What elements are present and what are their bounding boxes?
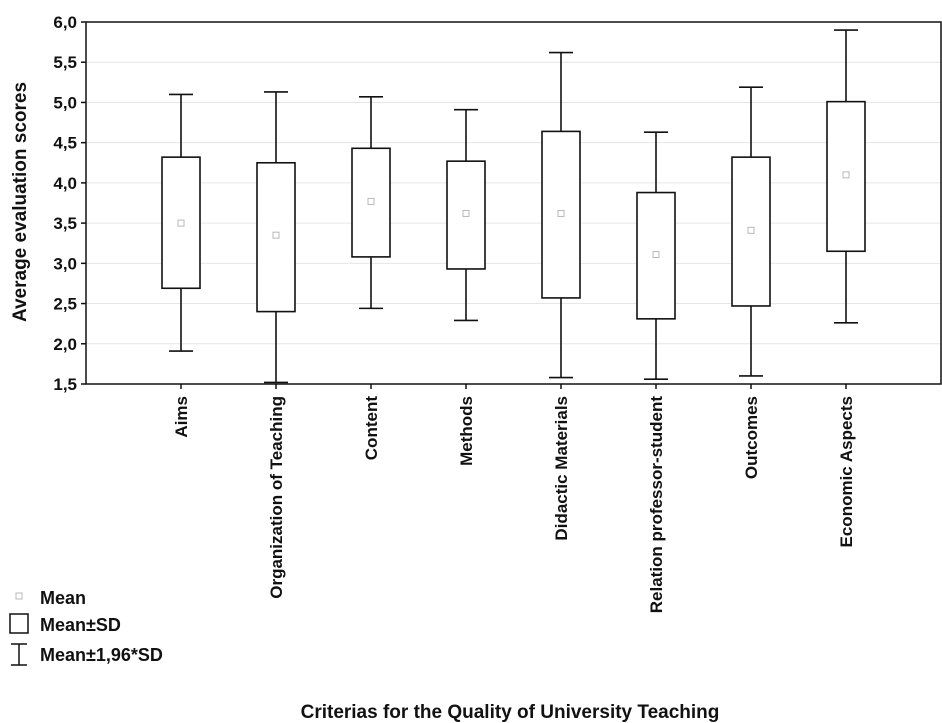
sd-box bbox=[351, 147, 391, 258]
x-tick-label: Economic Aspects bbox=[837, 396, 856, 547]
mean-marker bbox=[367, 197, 375, 205]
x-tick-label: Organization of Teaching bbox=[267, 396, 286, 599]
y-tick-label: 6,0 bbox=[53, 13, 77, 32]
plot-frame bbox=[85, 21, 942, 385]
x-axis-ticks: Aims Organization of Teaching Content Metho… bbox=[172, 384, 856, 613]
box-group bbox=[826, 29, 866, 324]
box-group bbox=[446, 108, 486, 322]
legend-sd-label: Mean±SD bbox=[40, 615, 121, 635]
legend-mean-icon bbox=[15, 592, 23, 600]
mean-marker bbox=[557, 209, 565, 217]
box-group bbox=[351, 96, 391, 310]
y-tick-label: 5,0 bbox=[53, 93, 77, 112]
x-tick-label: Didactic Materials bbox=[552, 396, 571, 541]
sd-box bbox=[636, 191, 676, 320]
x-tick-label: Methods bbox=[457, 396, 476, 466]
axes bbox=[85, 21, 942, 385]
x-tick-label: Content bbox=[362, 396, 381, 461]
mean-marker bbox=[462, 209, 470, 217]
mean-marker bbox=[747, 226, 755, 234]
sd-box bbox=[731, 156, 771, 307]
legend-whisker-icon bbox=[11, 643, 27, 666]
y-tick-label: 5,5 bbox=[53, 53, 77, 72]
legend-mean-label: Mean bbox=[40, 588, 86, 608]
box-group bbox=[731, 86, 771, 377]
box-group bbox=[256, 91, 296, 384]
y-tick-label: 1,5 bbox=[53, 375, 77, 394]
box-series bbox=[161, 29, 866, 384]
box-group bbox=[636, 131, 676, 380]
x-tick-label: Relation professor-student bbox=[647, 396, 666, 614]
mean-marker bbox=[272, 231, 280, 239]
y-tick-label: 4,5 bbox=[53, 134, 77, 153]
x-axis-label: Criterias for the Quality of University … bbox=[301, 702, 720, 723]
box-group bbox=[541, 51, 581, 379]
x-tick-label: Outcomes bbox=[742, 396, 761, 479]
legend-sd-box-icon bbox=[9, 613, 29, 634]
y-tick-label: 3,0 bbox=[53, 254, 77, 273]
y-axis-ticks: 1,5 2,0 2,5 3,0 3,5 4,0 4,5 5,0 5,5 6,0 bbox=[53, 13, 86, 394]
box-group bbox=[161, 93, 201, 352]
legend: Mean Mean±SD Mean±1,96*SD bbox=[9, 588, 163, 666]
sd-box bbox=[161, 156, 201, 290]
y-tick-label: 2,5 bbox=[53, 295, 77, 314]
mean-marker bbox=[177, 219, 185, 227]
mean-marker bbox=[652, 250, 660, 258]
y-tick-label: 4,0 bbox=[53, 174, 77, 193]
legend-whisker-label: Mean±1,96*SD bbox=[40, 645, 163, 665]
sd-box bbox=[446, 160, 486, 270]
sd-box bbox=[826, 100, 866, 253]
y-tick-label: 3,5 bbox=[53, 214, 77, 233]
x-tick-label: Aims bbox=[172, 396, 191, 438]
grid-lines bbox=[86, 61, 941, 345]
mean-marker bbox=[842, 171, 850, 179]
y-tick-label: 2,0 bbox=[53, 335, 77, 354]
sd-box bbox=[541, 130, 581, 299]
y-axis-label: Average evaluation scores bbox=[10, 82, 31, 322]
sd-box bbox=[256, 161, 296, 313]
